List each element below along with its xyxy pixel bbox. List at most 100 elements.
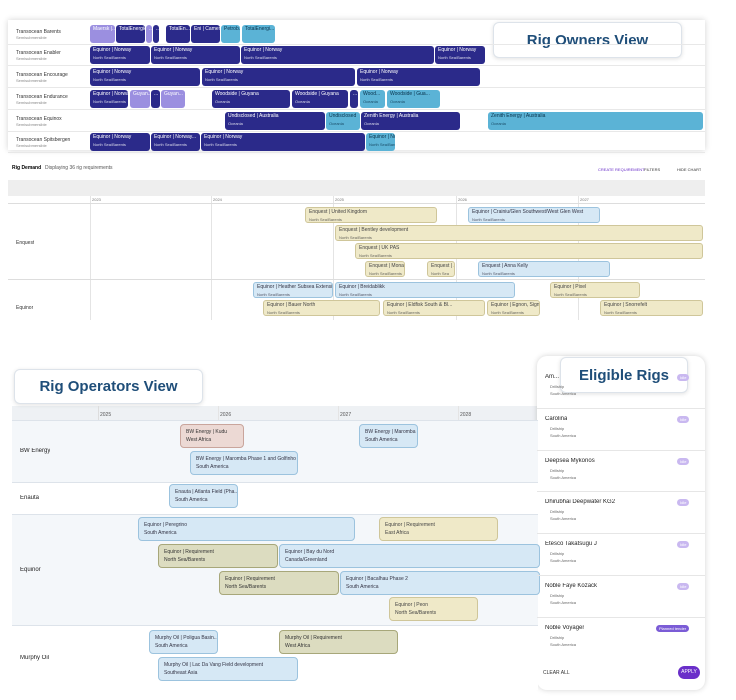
gantt-bar[interactable]: Equinor | No... North Sea/Barents xyxy=(366,133,395,151)
gantt-bar[interactable]: Equinor | Peon North Sea/Barents xyxy=(389,597,478,621)
gantt-bar[interactable]: Woodside | Guyana Oceania xyxy=(212,90,290,108)
gantt-bar[interactable]: Equinor | Norway North Sea/Barents xyxy=(90,46,150,64)
gantt-bar[interactable]: Zenith Energy | Australia Oceania xyxy=(488,112,703,130)
toolbar-action[interactable]: HIDE CHART xyxy=(677,167,702,172)
year-label: 2027 xyxy=(340,412,352,418)
gantt-bar[interactable]: ... xyxy=(146,25,152,43)
gantt-bar[interactable]: Equinor | Norway... North Sea/Barents xyxy=(151,133,200,151)
gantt-bar[interactable]: TotalEnergie... xyxy=(116,25,145,43)
rig-name: Transocean Endurance xyxy=(16,94,68,100)
bar-label: Undisclosed | Australia xyxy=(228,113,279,119)
row-divider xyxy=(8,65,705,66)
bar-region: North Sea/Barents xyxy=(604,310,637,315)
year-label: 2023 xyxy=(92,197,101,202)
gantt-bar[interactable]: BW Energy | Kudu West Africa xyxy=(180,424,244,448)
gantt-bar[interactable]: Equinor | Norway North Sea/Barents xyxy=(241,46,434,64)
gantt-bar[interactable]: BW Energy | Maromba Phase 1 and Golfinho… xyxy=(190,451,298,475)
apply-button[interactable]: APPLY xyxy=(678,666,700,679)
gantt-bar[interactable]: Equinor | Norway North Sea/Barents xyxy=(90,133,150,151)
gantt-bar[interactable]: Enquest | Mona... North Sea/Barents xyxy=(365,261,405,277)
gantt-bar[interactable]: Murphy Oil | Lac Da Vang Field developme… xyxy=(158,657,298,681)
gantt-bar[interactable]: Equinor | Requirement East Africa xyxy=(379,517,498,541)
toolbar-action[interactable]: CREATE REQUIREMENT xyxy=(598,167,645,172)
rig-name: Noble Voyager xyxy=(545,624,585,631)
clear-all[interactable]: CLEAR ALL xyxy=(543,670,570,676)
bar-label: Equinor | Eldfisk South & Bl... xyxy=(387,302,453,308)
rig-divider xyxy=(537,575,705,576)
gantt-bar[interactable]: Equinor | Bacalhau Phase 2 South America xyxy=(340,571,540,595)
bar-region: North Sea/Barents xyxy=(205,77,238,82)
gantt-bar[interactable]: Murphy Oil | Poligua Basin... South Ameri… xyxy=(149,630,218,654)
header-strip xyxy=(8,180,705,196)
year-label: 2024 xyxy=(213,197,222,202)
gantt-bar[interactable]: Enquest | Anna Kelly North Sea/Barents xyxy=(478,261,610,277)
gantt-bar[interactable]: Equinor | Breidablikk North Sea/Barents xyxy=(335,282,515,298)
gantt-bar[interactable]: BW Energy | Maromba Ph... South America xyxy=(359,424,418,448)
gantt-bar[interactable]: Equinor | Norwa... North Sea/Barents xyxy=(90,90,128,108)
gantt-bar[interactable]: Eni | Camero... xyxy=(191,25,220,43)
bar-label: Equinor | Norway xyxy=(93,69,132,75)
gantt-bar[interactable]: Equinor | Norway North Sea/Barents xyxy=(201,133,365,151)
gantt-bar[interactable]: Equinor | Bauer North North Sea/Barents xyxy=(263,300,380,316)
row-divider xyxy=(8,131,705,132)
bar-label: Woodside | Gua... xyxy=(390,91,430,97)
gantt-bar[interactable]: TotalEn... xyxy=(166,25,190,43)
bar-region: North Sea/Barents xyxy=(93,77,126,82)
gantt-bar[interactable]: Equinor | Snorrefelt North Sea/Barents xyxy=(600,300,703,316)
rig-name: Dhirubhai Deepwater KG2 xyxy=(545,499,616,506)
rig-type: Drillship xyxy=(550,634,565,640)
gantt-bar[interactable]: TotalEnergi... xyxy=(242,25,275,43)
gantt-bar[interactable]: Equinor | Heather Subsea Extension Ph...… xyxy=(253,282,333,298)
bar-region: Oceania xyxy=(215,99,230,104)
rig-divider xyxy=(537,449,705,451)
gantt-bar[interactable]: Enquest | UK PAS North Sea/Barents xyxy=(355,243,703,259)
gantt-bar[interactable]: Enquest | ... North Sea xyxy=(427,261,455,277)
gantt-bar[interactable]: ... xyxy=(350,90,358,108)
gantt-bar[interactable]: Equinor | Pixel North Sea/Barents xyxy=(550,282,640,298)
gantt-bar[interactable]: Equinor | Crainiu/Glen Southwest/West Gl… xyxy=(468,207,600,223)
gantt-bar[interactable]: Equinor | Eldfisk South & Bl... North Sea… xyxy=(383,300,485,316)
gantt-bar[interactable]: Petrob... xyxy=(221,25,240,43)
bar-label: ... xyxy=(154,91,159,97)
rig-type: Semisubmersible xyxy=(16,143,47,148)
year-line xyxy=(211,196,212,320)
gantt-bar[interactable]: Wood... Oceania xyxy=(360,90,385,108)
rig-region: South America xyxy=(550,432,577,438)
gantt-bar[interactable]: Maersk |... xyxy=(90,25,115,43)
gantt-bar[interactable]: Equinor | Norway North Sea/Barents xyxy=(151,46,240,64)
gantt-bar[interactable]: Undisclosed | Australia Oceania xyxy=(225,112,325,130)
toolbar-action[interactable]: FILTERS xyxy=(644,167,661,172)
group-name: Equinor xyxy=(20,566,41,573)
gantt-bar[interactable]: Woodside | Guyana Oceania xyxy=(292,90,348,108)
gantt-bar[interactable]: Equinor | Norway North Sea/Barents xyxy=(90,68,200,86)
gantt-bar[interactable]: Zenith Energy | Australia Oceania xyxy=(361,112,460,130)
bar-region: South America xyxy=(155,643,188,649)
gantt-bar[interactable]: Equinor | Peregrino South America xyxy=(138,517,355,541)
gantt-bar[interactable]: Equinor | Requirement North Sea/Barents xyxy=(158,544,278,568)
gantt-bar[interactable]: Equinor | Norway North Sea/Barents xyxy=(202,68,355,86)
group-name: Murphy Oil xyxy=(20,654,50,661)
gantt-bar[interactable]: Equinor | Norway North Sea/Barents xyxy=(357,68,480,86)
gantt-bar[interactable]: Woodside | Gua... Oceania xyxy=(387,90,440,108)
bar-label: Woodside | Guyana xyxy=(295,91,339,97)
year-label: 2025 xyxy=(335,197,344,202)
rig-type: Drillship xyxy=(550,384,565,389)
gantt-bar[interactable]: Guyan... xyxy=(161,90,185,108)
gantt-bar[interactable]: Undisclosed Oceania xyxy=(326,112,360,130)
gantt-bar[interactable]: Enquest | United Kingdom North Sea/Barent… xyxy=(305,207,437,223)
bar-region: North Sea/Barents xyxy=(164,557,206,563)
gantt-bar[interactable]: Enquest | Bentley development North Sea/B… xyxy=(335,225,703,241)
gantt-bar[interactable]: ... xyxy=(151,90,160,108)
rig-name: Etesco Takatsugu J xyxy=(545,541,597,548)
gantt-bar[interactable]: Equinor | Egnon, Signal Field North Sea/B… xyxy=(487,300,540,316)
gantt-bar[interactable]: Equinor | Requirement North Sea/Barents xyxy=(219,571,339,595)
gantt-bar[interactable]: Murphy Oil | Requirement West Africa xyxy=(279,630,398,654)
gantt-bar[interactable]: Enauta | Atlanta Field (Pha... South Amer… xyxy=(169,484,238,508)
gantt-bar[interactable]: Equinor | Bay du Nord Canada/Greenland xyxy=(279,544,540,568)
bar-region: North Sea/Barents xyxy=(225,584,267,590)
gantt-bar[interactable]: Guyan... xyxy=(130,90,150,108)
bar-label: Enquest | Mona... xyxy=(369,263,405,269)
gantt-bar[interactable]: Equinor | Norway North Sea/Barents xyxy=(435,46,485,64)
gantt-bar[interactable]: ... xyxy=(153,25,159,43)
bar-region: North Sea/Barents xyxy=(93,142,126,147)
